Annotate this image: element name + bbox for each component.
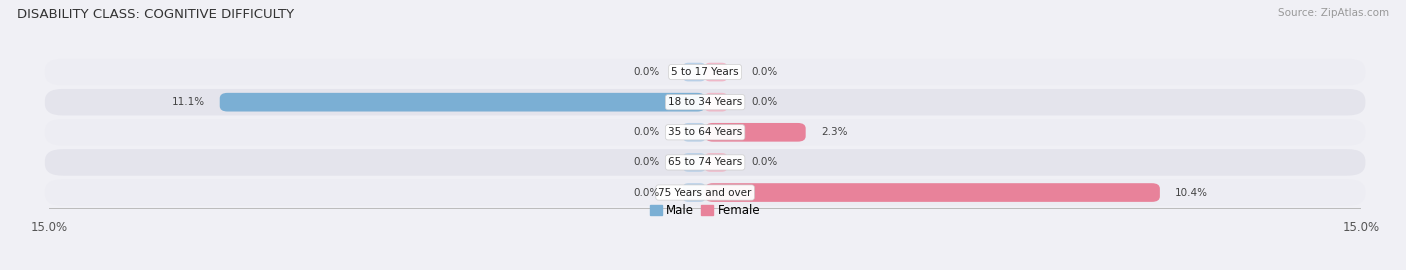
FancyBboxPatch shape <box>45 149 1365 176</box>
FancyBboxPatch shape <box>683 123 706 142</box>
FancyBboxPatch shape <box>45 59 1365 85</box>
Text: 0.0%: 0.0% <box>751 67 778 77</box>
FancyBboxPatch shape <box>683 63 706 81</box>
Text: 35 to 64 Years: 35 to 64 Years <box>668 127 742 137</box>
FancyBboxPatch shape <box>706 123 806 142</box>
FancyBboxPatch shape <box>683 153 706 172</box>
Text: 18 to 34 Years: 18 to 34 Years <box>668 97 742 107</box>
Text: Source: ZipAtlas.com: Source: ZipAtlas.com <box>1278 8 1389 18</box>
FancyBboxPatch shape <box>706 93 727 112</box>
FancyBboxPatch shape <box>683 183 706 202</box>
Text: 5 to 17 Years: 5 to 17 Years <box>671 67 740 77</box>
Text: 0.0%: 0.0% <box>633 127 659 137</box>
FancyBboxPatch shape <box>45 89 1365 116</box>
FancyBboxPatch shape <box>45 179 1365 206</box>
Text: 0.0%: 0.0% <box>751 157 778 167</box>
Text: 0.0%: 0.0% <box>633 188 659 198</box>
Text: 75 Years and over: 75 Years and over <box>658 188 752 198</box>
FancyBboxPatch shape <box>706 63 727 81</box>
Text: 0.0%: 0.0% <box>633 157 659 167</box>
FancyBboxPatch shape <box>219 93 706 112</box>
FancyBboxPatch shape <box>706 183 1160 202</box>
Text: 65 to 74 Years: 65 to 74 Years <box>668 157 742 167</box>
Text: 0.0%: 0.0% <box>633 67 659 77</box>
Text: 11.1%: 11.1% <box>172 97 204 107</box>
Text: 2.3%: 2.3% <box>821 127 848 137</box>
Text: DISABILITY CLASS: COGNITIVE DIFFICULTY: DISABILITY CLASS: COGNITIVE DIFFICULTY <box>17 8 294 21</box>
FancyBboxPatch shape <box>706 153 727 172</box>
FancyBboxPatch shape <box>45 119 1365 146</box>
Text: 10.4%: 10.4% <box>1175 188 1208 198</box>
Legend: Male, Female: Male, Female <box>650 204 761 217</box>
Text: 0.0%: 0.0% <box>751 97 778 107</box>
